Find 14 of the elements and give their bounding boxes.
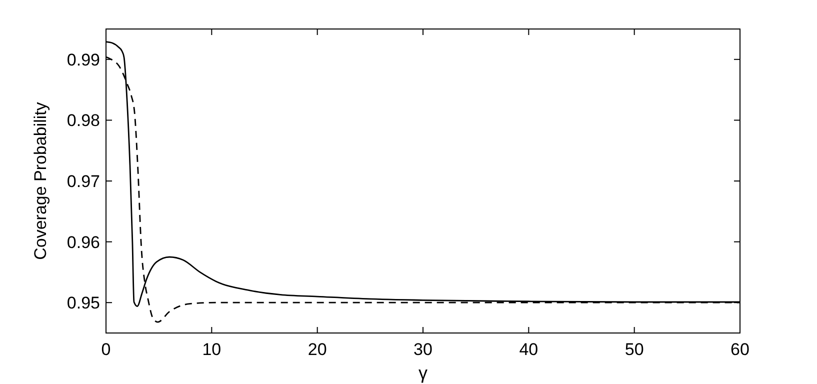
x-axis-title: γ [418, 363, 428, 383]
x-tick-label: 50 [624, 340, 644, 359]
x-tick-label: 60 [730, 340, 750, 359]
x-tick-label: 30 [414, 340, 432, 359]
x-tick-label: 0 [101, 340, 111, 359]
y-tick-label: 0.98 [66, 111, 100, 130]
x-tick-label: 40 [519, 340, 538, 359]
y-tick-label: 0.95 [66, 294, 100, 313]
y-axis-title: Coverage Probability [31, 102, 50, 260]
x-tick-label: 10 [202, 340, 222, 359]
y-tick-label: 0.99 [66, 50, 100, 70]
y-tick-label: 0.96 [66, 232, 100, 252]
y-tick-label: 0.97 [66, 172, 100, 191]
x-tick-label: 20 [308, 340, 327, 359]
